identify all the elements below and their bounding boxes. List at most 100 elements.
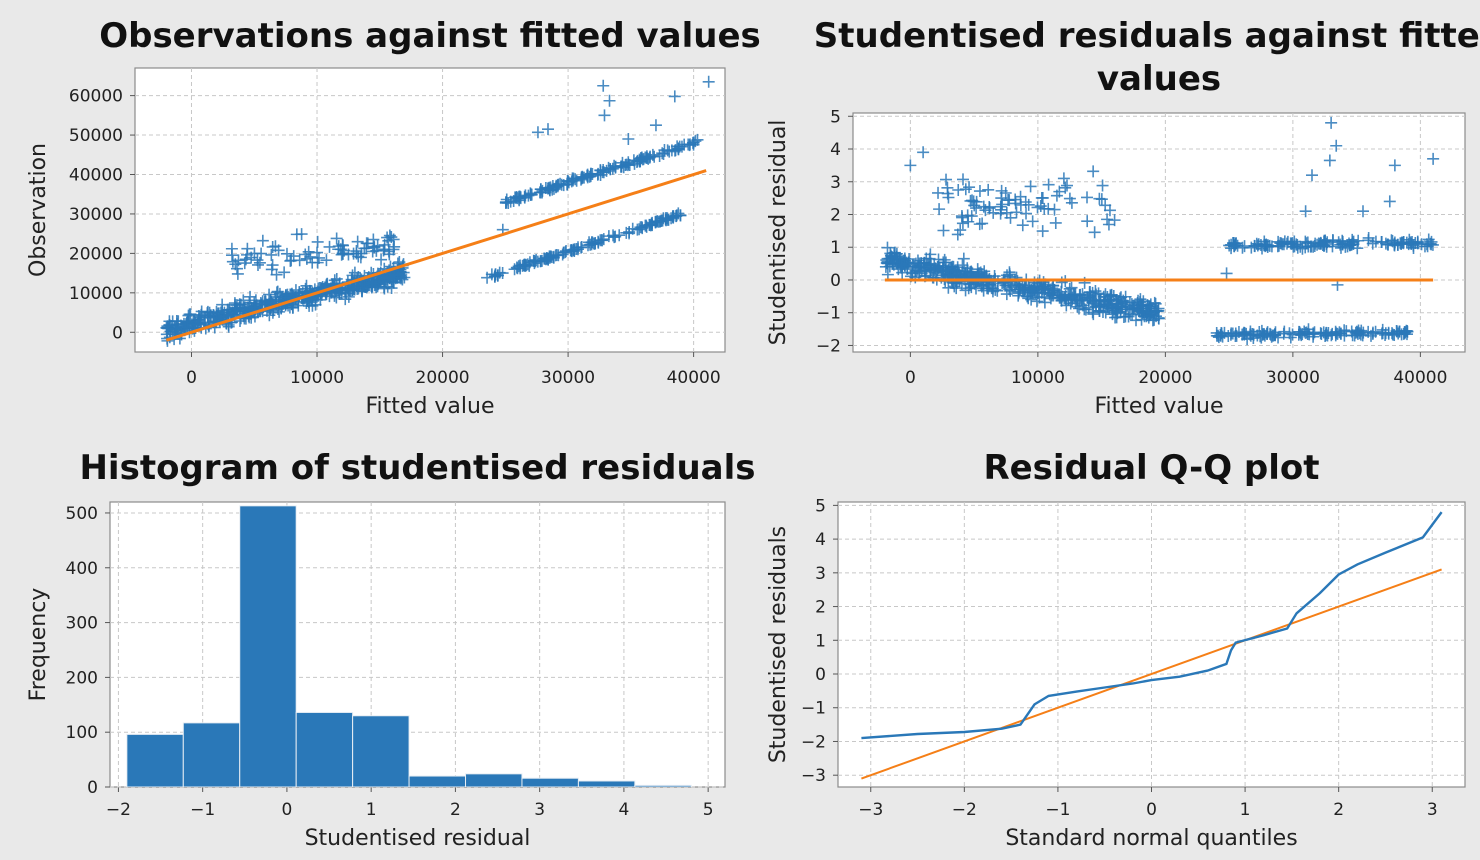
data-point [1146,314,1159,327]
data-point [979,204,992,217]
data-point [898,259,911,272]
data-point [266,306,279,319]
data-point [1362,234,1375,247]
histogram-bar [182,722,241,787]
y-tick-label: 40000 [69,166,123,186]
data-point [1306,169,1318,182]
data-point [391,271,404,284]
x-tick-label: 2 [1333,800,1344,820]
data-point [320,254,333,267]
data-point [536,184,549,197]
data-point [649,215,662,228]
x-axis-label: Fitted value [1094,394,1223,419]
data-point [499,196,512,209]
data-point [230,299,243,312]
data-point [687,138,700,151]
data-point [1240,327,1253,340]
data-point [673,140,686,153]
data-point [1379,327,1392,340]
data-point [1050,189,1063,202]
data-point [1000,288,1013,301]
data-point [388,269,401,282]
data-point [1415,238,1428,251]
y-tick-label: 30000 [69,205,123,225]
data-point [1126,301,1139,314]
y-tick-label: −2 [816,336,841,356]
data-point [1122,310,1135,323]
data-point [1285,237,1298,250]
data-point [1016,219,1029,232]
data-point [957,252,970,265]
data-point [346,269,359,282]
data-point [330,232,343,245]
data-point [311,235,324,248]
data-point [488,270,501,283]
data-point [944,261,957,274]
data-point [1035,191,1048,204]
data-point [668,90,681,103]
data-point [997,276,1010,289]
y-tick-label: 0 [830,271,841,291]
data-point [1057,172,1070,185]
data-point [255,298,268,311]
data-point [270,286,283,299]
data-point [513,192,526,205]
data-point [937,256,950,269]
chart-panel-obs_vs_fitted: Observations against fitted values 0 10000… [26,16,761,419]
x-tick-label: 10000 [1011,368,1065,388]
data-point [226,255,239,268]
quantile-curve [861,511,1443,740]
data-point [1236,241,1249,254]
chart-title: Observations against fitted values [99,16,761,56]
data-point [670,209,683,222]
data-point [1081,215,1094,228]
x-tick-label: 1 [1240,800,1251,820]
data-point [342,283,355,296]
y-axis-label: Studentised residuals [766,526,791,763]
data-point [917,146,930,159]
data-point [893,252,906,265]
x-tick-label: −2 [952,800,977,820]
data-point [1357,205,1369,218]
data-point [300,297,313,310]
data-point [265,263,278,276]
data-point [583,170,596,183]
data-point [1020,207,1033,220]
data-point [941,181,954,194]
data-point [350,245,363,258]
data-point [1049,216,1062,229]
data-point [1427,152,1440,165]
data-point [534,183,547,196]
data-point [622,158,635,171]
data-point [586,167,599,180]
data-point [1061,179,1073,192]
data-point [230,262,243,275]
data-point [1383,195,1396,208]
data-point [952,267,965,280]
y-axis-label: Frequency [26,588,51,702]
chart-panel-resid_vs_fitted: Studentised residuals against fitted valu… [766,16,1480,419]
data-point [539,253,552,266]
x-tick-label: 40000 [667,368,721,388]
y-tick-label: 400 [66,559,98,579]
y-tick-label: 3 [815,564,826,584]
data-point [642,152,655,165]
data-point [623,225,636,238]
data-point [284,254,297,267]
data-point [1299,235,1312,248]
y-axis-label: Observation [26,143,51,277]
y-tick-label: 4 [830,140,841,160]
data-point [192,315,205,328]
histogram-bar [521,777,579,787]
plot-marks [861,511,1443,780]
x-tick-label: 4 [618,800,629,820]
data-point [1268,328,1281,341]
data-point [1023,284,1036,297]
data-point [1150,305,1163,318]
x-tick-label: 3 [1427,800,1438,820]
x-axis-label: Standard normal quantiles [1005,826,1297,851]
plot-marks [126,505,692,787]
data-point [236,303,249,316]
